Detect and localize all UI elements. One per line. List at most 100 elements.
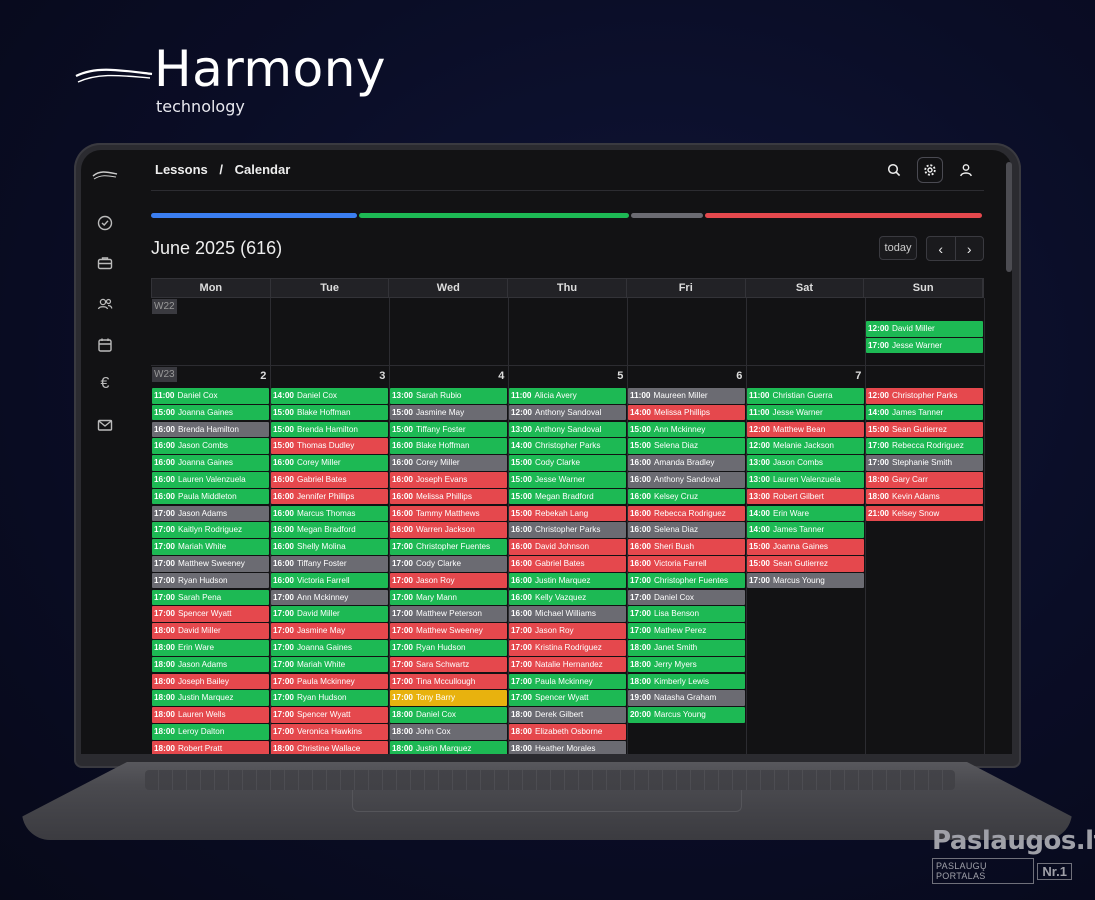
users-icon[interactable] [96,295,114,313]
day-cell[interactable]: 3 14:00 Daniel Cox 15:00 Blake Hoffman 15:00 B… [270,366,391,754]
lesson-event[interactable]: 17:00 Ryan Hudson [390,640,507,656]
lesson-event[interactable]: 16:00 Shelly Molina [271,539,388,555]
lesson-event[interactable]: 12:00 David Miller [866,321,983,337]
lesson-event[interactable]: 17:00 Mary Mann [390,589,507,606]
lesson-event[interactable]: 17:00 Mariah White [152,539,269,555]
lesson-event[interactable]: 15:00 Brenda Hamilton [271,421,388,438]
prev-month-button[interactable]: ‹ [927,237,956,260]
lesson-event[interactable]: 17:00 Matthew Sweeney [390,623,507,639]
lesson-event[interactable]: 13:00 Lauren Valenzuela [747,472,864,488]
lesson-event[interactable]: 15:00 Thomas Dudley [271,438,388,454]
lesson-event[interactable]: 15:00 Selena Diaz [628,438,745,454]
lesson-event[interactable]: 17:00 Joanna Gaines [271,640,388,656]
day-cell[interactable] [389,298,510,366]
lesson-event[interactable]: 17:00 Spencer Wyatt [271,707,388,723]
lesson-event[interactable]: 16:00 Gabriel Bates [509,556,626,572]
lesson-event[interactable]: 17:00 Stephanie Smith [866,455,983,471]
lesson-event[interactable]: 15:00 Sean Gutierrez [866,421,983,438]
lesson-event[interactable]: 17:00 Sara Schwartz [390,656,507,673]
lesson-event[interactable]: 13:00 Jason Combs [747,455,864,471]
next-month-button[interactable]: › [966,240,972,257]
euro-icon[interactable]: € [100,375,110,392]
day-cell[interactable]: 4 13:00 Sarah Rubio 15:00 Jasmine May 15:00 Ti… [389,366,510,754]
lesson-event[interactable]: 18:00 Christine Wallace [271,740,388,754]
lesson-event[interactable]: 16:00 Victoria Farrell [628,556,745,572]
lesson-event[interactable]: 15:00 Cody Clarke [509,455,626,471]
lesson-event[interactable]: 17:00 Jason Roy [509,623,626,639]
lesson-event[interactable]: 15:00 Blake Hoffman [271,404,388,421]
search-button[interactable] [881,157,907,183]
today-button[interactable]: today [879,236,917,260]
lesson-event[interactable]: 16:00 Corey Miller [390,455,507,471]
mail-icon[interactable] [96,416,114,434]
day-cell[interactable]: W23 2 11:00 Daniel Cox 15:00 Joanna Gaines 16:… [151,366,272,754]
lesson-event[interactable]: 17:00 Sarah Pena [152,589,269,606]
lesson-event[interactable]: 17:00 Lisa Benson [628,606,745,622]
lesson-event[interactable]: 18:00 Robert Pratt [152,740,269,754]
lesson-event[interactable]: 18:00 Justin Marquez [152,690,269,706]
lesson-event[interactable]: 18:00 John Cox [390,724,507,740]
lesson-event[interactable]: 17:00 Ann Mckinney [271,589,388,606]
lesson-event[interactable]: 17:00 Matthew Sweeney [152,556,269,572]
lesson-event[interactable]: 16:00 Joseph Evans [390,472,507,488]
day-cell[interactable]: 5 11:00 Alicia Avery 12:00 Anthony Sandoval 1… [508,366,629,754]
lesson-event[interactable]: 13:00 Robert Gilbert [747,488,864,505]
briefcase-icon[interactable] [96,254,114,272]
lesson-event[interactable]: 17:00 Mariah White [271,656,388,673]
lesson-event[interactable]: 15:00 Rebekah Lang [509,505,626,522]
lesson-event[interactable]: 17:00 Christopher Fuentes [390,539,507,555]
lesson-event[interactable]: 16:00 Joanna Gaines [152,455,269,471]
lesson-event[interactable]: 16:00 Selena Diaz [628,522,745,538]
lesson-event[interactable]: 18:00 Leroy Dalton [152,724,269,740]
lesson-event[interactable]: 16:00 Tammy Matthews [390,505,507,522]
day-cell[interactable]: 12:00 David Miller 17:00 Jesse Warner [865,298,986,366]
lesson-event[interactable]: 11:00 Maureen Miller [628,388,745,404]
lesson-event[interactable]: 17:00 Rebecca Rodriguez [866,438,983,454]
lesson-event[interactable]: 14:00 Erin Ware [747,505,864,522]
lesson-event[interactable]: 20:00 Marcus Young [628,707,745,723]
day-cell[interactable]: 7 11:00 Christian Guerra 11:00 Jesse Warner 1… [746,366,867,754]
lesson-event[interactable]: 16:00 Kelsey Cruz [628,488,745,505]
lesson-event[interactable]: 16:00 Paula Middleton [152,488,269,505]
lesson-event[interactable]: 16:00 Jennifer Phillips [271,488,388,505]
lesson-event[interactable]: 11:00 Alicia Avery [509,388,626,404]
day-cell[interactable] [746,298,867,366]
lesson-event[interactable]: 16:00 Warren Jackson [390,522,507,538]
lesson-event[interactable]: 17:00 Paula Mckinney [509,673,626,690]
lesson-event[interactable]: 16:00 Jason Combs [152,438,269,454]
lesson-event[interactable]: 17:00 Mathew Perez [628,623,745,639]
lesson-event[interactable]: 15:00 Jesse Warner [509,472,626,488]
lesson-event[interactable]: 17:00 David Miller [271,606,388,622]
day-cell[interactable] [508,298,629,366]
lesson-event[interactable]: 18:00 David Miller [152,623,269,639]
lesson-event[interactable]: 18:00 Erin Ware [152,640,269,656]
lesson-event[interactable]: 14:00 Christopher Parks [509,438,626,454]
lesson-event[interactable]: 16:00 Sheri Bush [628,539,745,555]
day-cell[interactable]: 6 11:00 Maureen Miller 14:00 Melissa Phillip… [627,366,748,754]
lesson-event[interactable]: 18:00 Jerry Myers [628,656,745,673]
lesson-event[interactable]: 17:00 Veronica Hawkins [271,724,388,740]
lesson-event[interactable]: 16:00 Melissa Phillips [390,488,507,505]
check-circle-icon[interactable] [96,214,114,232]
lesson-event[interactable]: 15:00 Tiffany Foster [390,421,507,438]
lesson-event[interactable]: 14:00 James Tanner [866,404,983,421]
lesson-event[interactable]: 17:00 Tina Mccullough [390,673,507,690]
lesson-event[interactable]: 16:00 Rebecca Rodriguez [628,505,745,522]
lesson-event[interactable]: 16:00 Tiffany Foster [271,556,388,572]
lesson-event[interactable]: 17:00 Matthew Peterson [390,606,507,622]
lesson-event[interactable]: 18:00 Heather Morales [509,740,626,754]
lesson-event[interactable]: 16:00 Anthony Sandoval [628,472,745,488]
lesson-event[interactable]: 12:00 Anthony Sandoval [509,404,626,421]
lesson-event[interactable]: 18:00 Daniel Cox [390,707,507,723]
lesson-event[interactable]: 16:00 Justin Marquez [509,572,626,589]
lesson-event[interactable]: 17:00 Jesse Warner [866,337,983,354]
lesson-event[interactable]: 16:00 Brenda Hamilton [152,421,269,438]
lesson-event[interactable]: 16:00 Christopher Parks [509,522,626,538]
lesson-event[interactable]: 14:00 Melissa Phillips [628,404,745,421]
lesson-event[interactable]: 17:00 Daniel Cox [628,589,745,606]
lesson-event[interactable]: 18:00 Elizabeth Osborne [509,724,626,740]
lesson-event[interactable]: 17:00 Ryan Hudson [152,572,269,589]
lesson-event[interactable]: 21:00 Kelsey Snow [866,505,983,522]
lesson-event[interactable]: 18:00 Jason Adams [152,656,269,673]
lesson-event[interactable]: 16:00 Marcus Thomas [271,505,388,522]
